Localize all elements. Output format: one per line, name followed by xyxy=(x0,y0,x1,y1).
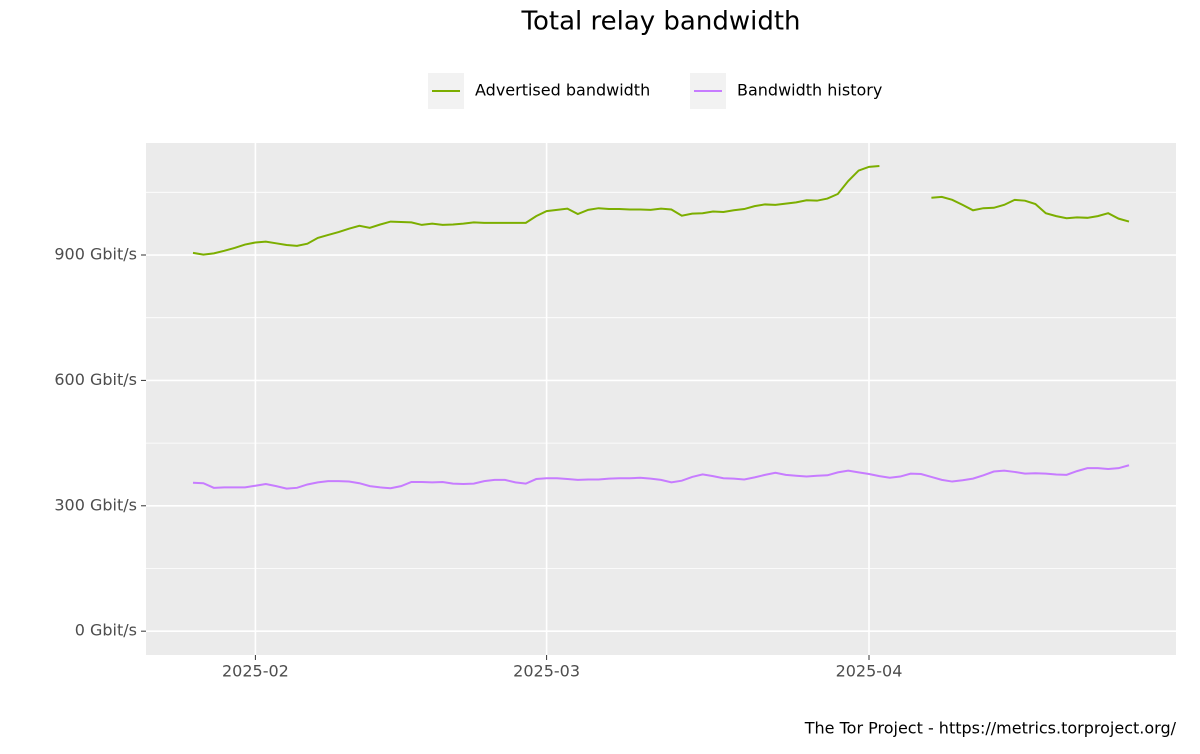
legend-label: Bandwidth history xyxy=(737,81,882,100)
caption: The Tor Project - https://metrics.torpro… xyxy=(804,719,1177,738)
line-series xyxy=(192,464,1130,490)
y-tick-label: 0 Gbit/s xyxy=(75,621,137,640)
y-tick-label: 300 Gbit/s xyxy=(54,495,137,514)
y-tick-label: 900 Gbit/s xyxy=(54,245,137,264)
x-tick-label: 2025-04 xyxy=(836,662,903,681)
x-tick-label: 2025-02 xyxy=(222,662,289,681)
legend-label: Advertised bandwidth xyxy=(475,81,650,100)
plot-panel xyxy=(146,143,1176,655)
chart-title: Total relay bandwidth xyxy=(521,7,801,37)
line-series xyxy=(192,164,1130,256)
y-tick-label: 600 Gbit/s xyxy=(54,370,137,389)
x-tick-label: 2025-03 xyxy=(513,662,580,681)
